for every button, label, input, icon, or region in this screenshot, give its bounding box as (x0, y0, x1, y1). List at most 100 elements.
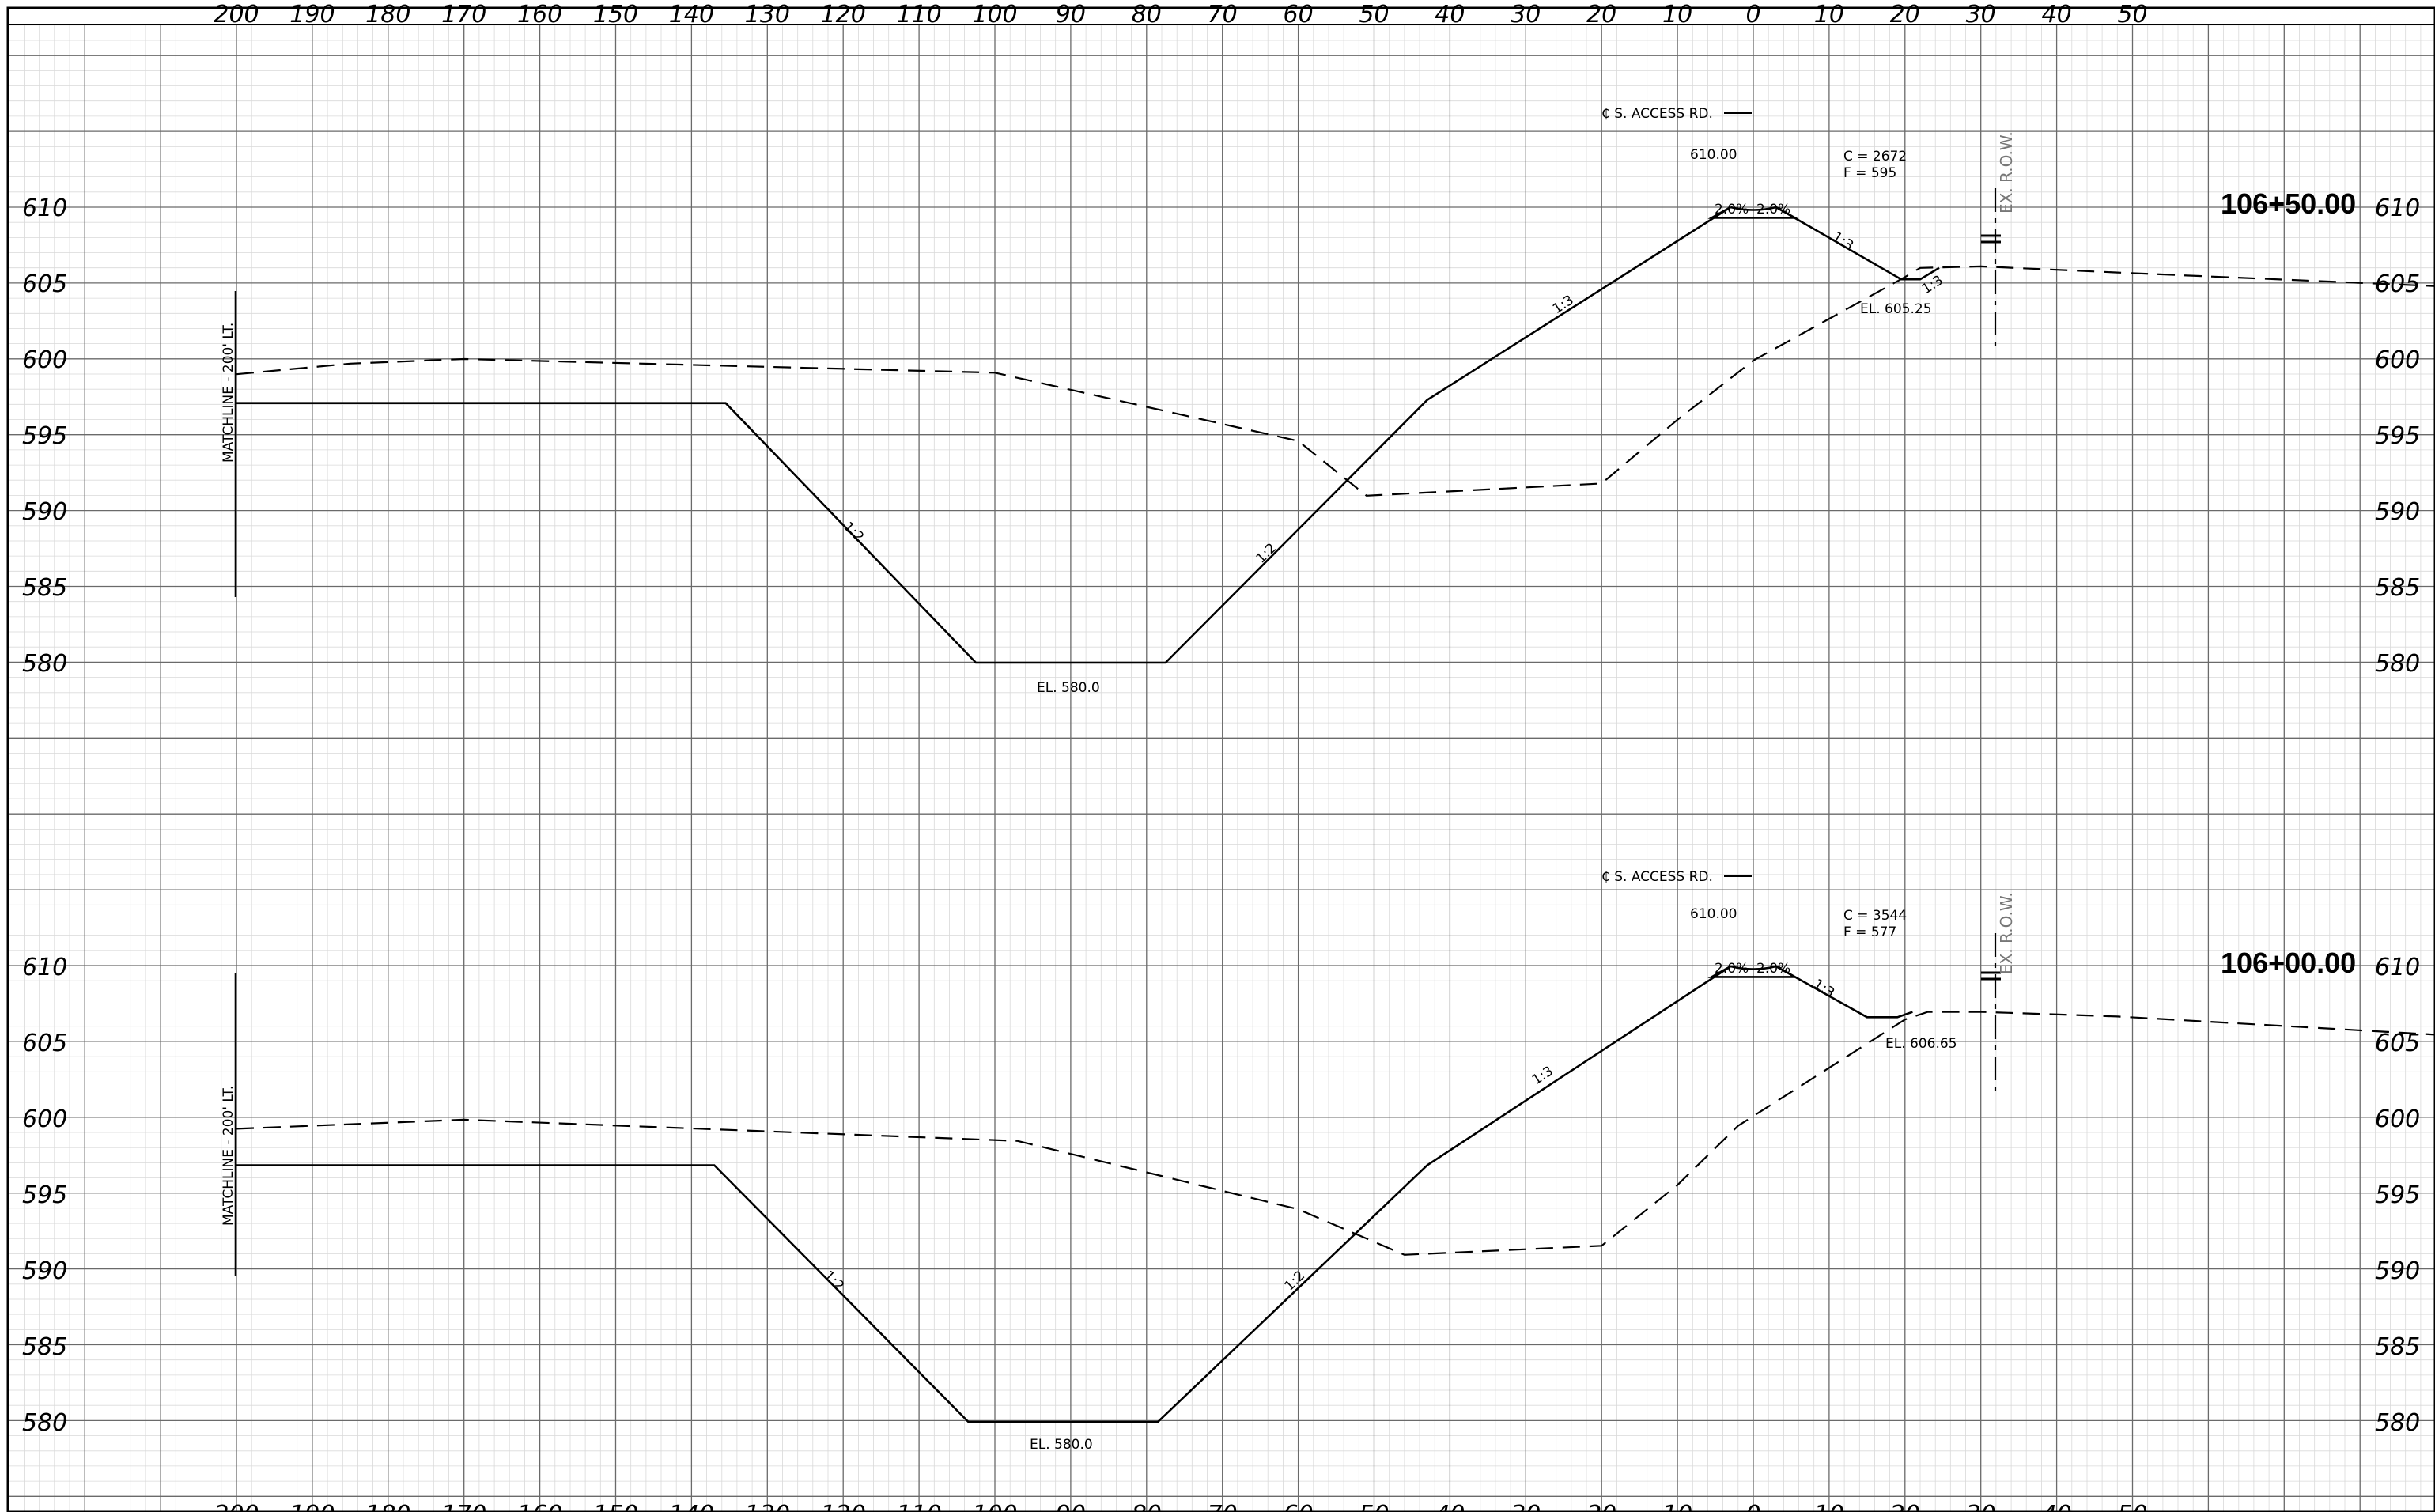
elevation-label: 580 (22, 1409, 67, 1437)
elevation-label: 590 (2375, 1257, 2420, 1285)
offset-tick-label: 60 (1284, 1501, 1314, 1512)
offset-tick-label: 150 (593, 1, 638, 28)
elevation-label: 610 (2375, 195, 2420, 222)
offset-tick-label: 20 (1890, 1501, 1920, 1512)
offset-tick-label: 80 (1132, 1501, 1162, 1512)
offset-tick-label: 10 (1814, 1, 1844, 28)
offset-tick-label: 110 (896, 1501, 941, 1512)
centerline-elevation: 610.00 (1690, 906, 1737, 922)
offset-tick-label: 40 (1435, 1501, 1465, 1512)
elevation-label: 600 (22, 1106, 67, 1133)
elevation-label: 610 (2375, 954, 2420, 981)
roadway-crown (1730, 206, 1777, 211)
ditch-elevation-label: EL. 606.65 (1885, 1036, 1957, 1052)
offset-tick-label: 170 (441, 1501, 486, 1512)
cut-volume: C = 2672 (1843, 149, 1907, 164)
offset-tick-label: 200 (214, 1, 259, 28)
offset-tick-label: 20 (1890, 1, 1920, 28)
matchline-label: MATCHLINE - 200' LT. (221, 1086, 236, 1226)
offset-tick-label: 80 (1132, 1, 1162, 28)
offset-tick-label: 40 (2042, 1501, 2072, 1512)
elevation-label: 610 (22, 195, 67, 222)
elevation-label: 605 (2375, 1030, 2420, 1057)
offset-tick-label: 180 (365, 1, 410, 28)
elevation-label: 585 (2375, 574, 2420, 602)
centerline-label: ₵ S. ACCESS RD. (1601, 869, 1713, 885)
top-offset-scale: 200 190 180 170 160 150 140 130 120 110 100 90 80 70 6… (214, 1, 2147, 28)
offset-tick-label: 50 (2117, 1, 2147, 28)
offset-tick-label: 50 (1359, 1501, 1389, 1512)
offset-tick-label: 20 (1586, 1, 1616, 28)
ditch-elevation-label: EL. 605.25 (1860, 301, 1932, 317)
offset-tick-label: 30 (1966, 1, 1996, 28)
offset-tick-label: 130 (745, 1, 790, 28)
slope-label-1: 1:2 (841, 519, 868, 545)
elevation-label: 580 (2375, 1409, 2420, 1437)
bottom-elevation-label: EL. 580.0 (1037, 680, 1100, 696)
offset-tick-label: 0 (1745, 1501, 1760, 1512)
elevation-label: 595 (22, 422, 67, 450)
offset-tick-label: 100 (972, 1, 1017, 28)
elevation-label: 600 (2375, 1106, 2420, 1133)
elevation-label: 600 (2375, 346, 2420, 374)
proposed-cut-polyline (236, 965, 1731, 1423)
fill-volume: F = 577 (1843, 924, 1896, 940)
offset-tick-label: 30 (1511, 1, 1541, 28)
station-label: 106+00.00 (2221, 947, 2356, 979)
row-marker (1981, 188, 2001, 352)
elevation-label: 605 (22, 270, 67, 298)
cut-volume: C = 3544 (1843, 908, 1907, 924)
sheet-border (6, 6, 2435, 1512)
crown-slope-left: 2.0% (1715, 961, 1749, 977)
slope-label-2: 1:2 (1253, 540, 1280, 566)
proposed-right-polyline (1775, 965, 1913, 1019)
roadway-crown (1730, 965, 1777, 970)
elevation-label: 590 (2375, 498, 2420, 526)
slope-label-5: 1:3 (1919, 273, 1946, 298)
offset-tick-label: 200 (214, 1501, 259, 1512)
row-label: EX. R.O.W. (1997, 131, 2016, 214)
offset-tick-label: 70 (1208, 1501, 1238, 1512)
offset-tick-label: 180 (365, 1501, 410, 1512)
left-elevation-labels: 610 605 600 595 590 585 580 (22, 195, 67, 678)
bottom-offset-scale: 2001901801701601501401301201101009080706… (214, 1501, 2147, 1512)
elevation-label: 595 (22, 1181, 67, 1209)
offset-tick-label: 90 (1056, 1501, 1086, 1512)
offset-tick-label: 40 (1435, 1, 1465, 28)
offset-tick-label: 150 (593, 1501, 638, 1512)
offset-tick-label: 120 (821, 1501, 866, 1512)
offset-tick-label: 70 (1208, 1, 1238, 28)
elevation-label: 605 (22, 1030, 67, 1057)
offset-tick-label: 130 (745, 1501, 790, 1512)
offset-tick-label: 190 (289, 1501, 335, 1512)
offset-tick-label: 0 (1745, 1, 1760, 28)
elevation-label: 585 (22, 1333, 67, 1361)
elevation-label: 580 (2375, 650, 2420, 678)
fine-grid (8, 25, 2435, 1512)
offset-tick-label: 50 (2117, 1501, 2147, 1512)
offset-tick-label: 110 (896, 1, 941, 28)
proposed-section-line (236, 965, 1913, 1423)
offset-tick-label: 40 (2042, 1, 2072, 28)
elevation-label: 595 (2375, 1181, 2420, 1209)
existing-ground-line (236, 1011, 2435, 1256)
offset-tick-label: 90 (1056, 1, 1086, 28)
elevation-label: 600 (22, 346, 67, 374)
offset-tick-label: 20 (1586, 1501, 1616, 1512)
major-grid (8, 25, 2435, 1512)
existing-ground-polyline (236, 265, 2435, 497)
offset-tick-label: 140 (669, 1, 714, 28)
cross-section-106-50: 610 605 600 595 590 585 580 610 605 600 595 590 585… (22, 106, 2435, 696)
slope-label-2: 1:2 (1282, 1268, 1309, 1294)
crown-slope-right: 2.0% (1756, 202, 1790, 217)
elevation-label: 595 (2375, 422, 2420, 450)
offset-tick-label: 170 (441, 1, 486, 28)
proposed-cut-polyline (236, 206, 1731, 664)
offset-tick-label: 30 (1511, 1501, 1541, 1512)
crown-slope-right: 2.0% (1756, 961, 1790, 977)
station-label: 106+50.00 (2221, 187, 2356, 220)
elevation-label: 580 (22, 650, 67, 678)
